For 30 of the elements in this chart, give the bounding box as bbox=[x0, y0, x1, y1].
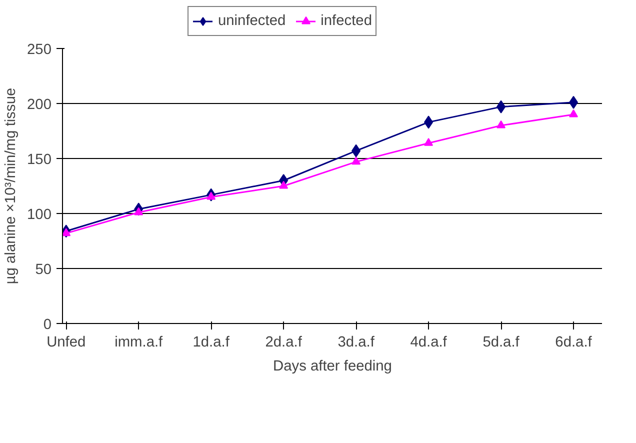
point bbox=[496, 100, 506, 114]
point bbox=[569, 96, 578, 109]
x-tick-label: 4d.a.f bbox=[410, 334, 448, 350]
point bbox=[352, 144, 361, 158]
x-tick-label: 6d.a.f bbox=[555, 334, 593, 350]
x-tick-label: Unfed bbox=[46, 334, 86, 350]
legend-label: uninfected bbox=[218, 13, 286, 29]
point bbox=[496, 120, 506, 128]
x-tick-label: 5d.a.f bbox=[482, 334, 520, 350]
point bbox=[134, 207, 144, 216]
x-tick-label: 2d.a.f bbox=[265, 334, 303, 350]
y-tick-label: 150 bbox=[27, 152, 52, 168]
x-tick-label: imm.a.f bbox=[114, 334, 164, 350]
x-tick-label: 3d.a.f bbox=[338, 334, 376, 350]
y-tick-label: 250 bbox=[27, 42, 52, 58]
point bbox=[569, 109, 578, 118]
y-tick-label: 0 bbox=[43, 317, 52, 333]
y-axis-title: µg alanine ×10³/min/mg tissue bbox=[3, 88, 20, 284]
y-tick-label: 50 bbox=[35, 262, 52, 278]
point bbox=[206, 192, 216, 200]
y-tick-label: 100 bbox=[27, 207, 52, 223]
x-tick-label: 1d.a.f bbox=[192, 334, 230, 350]
point bbox=[279, 180, 288, 189]
y-tick-label: 200 bbox=[27, 97, 52, 113]
legend-label: infected bbox=[320, 13, 372, 29]
point bbox=[424, 138, 434, 146]
x-axis-title: Days after feeding bbox=[273, 358, 392, 374]
point bbox=[352, 156, 361, 165]
point bbox=[424, 116, 434, 129]
point bbox=[62, 228, 71, 236]
